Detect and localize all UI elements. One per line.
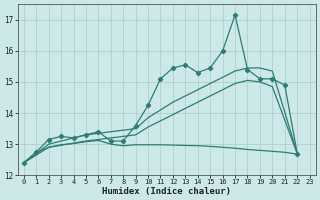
- X-axis label: Humidex (Indice chaleur): Humidex (Indice chaleur): [102, 187, 231, 196]
